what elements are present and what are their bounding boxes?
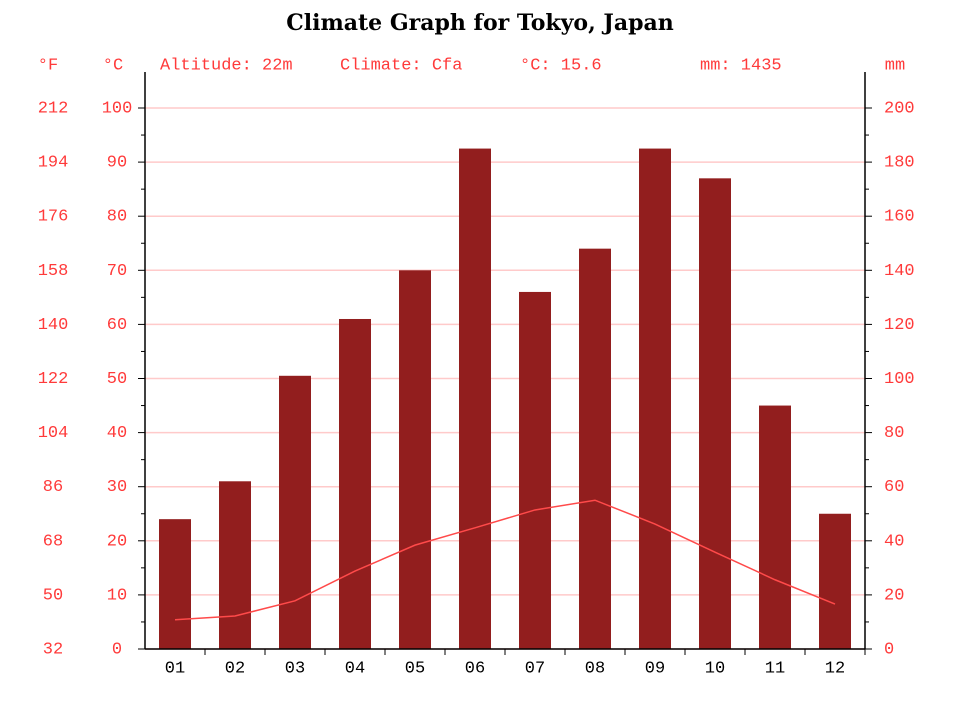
annotation: °C: 15.6	[520, 56, 602, 75]
x-tick-label: 10	[705, 659, 725, 678]
y-tick-label: 0	[112, 640, 122, 659]
x-tick-label: 06	[465, 659, 485, 678]
temperature-line	[174, 499, 836, 621]
y-tick-label: 30	[107, 478, 127, 497]
y3-tick-label: 32	[43, 640, 63, 659]
x-tick-label: 05	[405, 659, 425, 678]
y-tick-label: 10	[107, 586, 127, 605]
axis-unit: mm	[885, 56, 905, 75]
x-tick-label: 09	[645, 659, 665, 678]
y3-tick-label: 104	[38, 424, 69, 443]
y3-tick-label: 86	[43, 478, 63, 497]
y-tick-label: 60	[107, 316, 127, 335]
y-tick-label: 40	[107, 424, 127, 443]
bar	[759, 405, 791, 649]
y2-tick-label: 140	[884, 262, 915, 281]
y2-tick-label: 180	[884, 154, 915, 173]
y-tick-label: 80	[107, 208, 127, 227]
x-tick-label: 08	[585, 659, 605, 678]
y-tick-label: 70	[107, 262, 127, 281]
bar	[819, 513, 851, 649]
y3-tick-label: 212	[38, 99, 69, 118]
y2-tick-label: 160	[884, 208, 915, 227]
bar	[399, 270, 431, 649]
y2-tick-label: 200	[884, 99, 915, 118]
axis-unit: °C	[103, 56, 123, 75]
grid	[145, 107, 865, 650]
annotation: Climate: Cfa	[340, 56, 462, 75]
y-tick-label: 90	[107, 154, 127, 173]
bar	[279, 375, 311, 649]
y2-tick-label: 120	[884, 316, 915, 335]
chart-title: Climate Graph for Tokyo, Japan	[286, 10, 673, 36]
x-tick-label: 04	[345, 659, 365, 678]
y3-tick-label: 176	[38, 208, 69, 227]
y3-tick-label: 68	[43, 532, 63, 551]
x-tick-label: 02	[225, 659, 245, 678]
bar	[579, 248, 611, 649]
annotation: mm: 1435	[700, 56, 782, 75]
y-tick-label: 50	[107, 370, 127, 389]
bar	[459, 148, 491, 649]
x-tick-label: 03	[285, 659, 305, 678]
y2-tick-label: 100	[884, 370, 915, 389]
x-tick-label: 11	[765, 659, 785, 678]
y2-tick-label: 80	[884, 424, 904, 443]
bar	[519, 291, 551, 649]
y3-tick-label: 158	[38, 262, 69, 281]
y3-tick-label: 194	[38, 154, 69, 173]
axis-unit: °F	[38, 56, 58, 75]
y3-tick-label: 50	[43, 586, 63, 605]
y2-tick-label: 60	[884, 478, 904, 497]
bar	[699, 178, 731, 649]
bar	[159, 519, 191, 649]
y2-tick-label: 20	[884, 586, 904, 605]
y3-tick-label: 140	[38, 316, 69, 335]
x-tick-label: 07	[525, 659, 545, 678]
bar	[639, 148, 671, 649]
y2-tick-label: 0	[884, 640, 894, 659]
bar	[219, 481, 251, 649]
annotation: Altitude: 22m	[160, 56, 293, 75]
y-tick-label: 100	[102, 99, 133, 118]
y2-tick-label: 40	[884, 532, 904, 551]
bar	[339, 318, 371, 649]
y-tick-label: 20	[107, 532, 127, 551]
x-tick-label: 01	[165, 659, 185, 678]
x-tick-label: 12	[825, 659, 845, 678]
y3-tick-label: 122	[38, 370, 69, 389]
